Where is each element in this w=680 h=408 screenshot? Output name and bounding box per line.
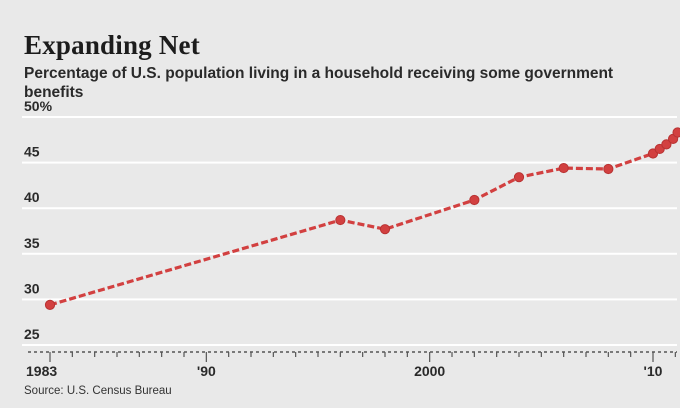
data-point-5 (558, 162, 569, 174)
chart-subtitle: Percentage of U.S. population living in … (24, 65, 614, 101)
data-point-3 (469, 194, 480, 206)
data-point-4 (513, 172, 525, 183)
y-tick-label-40: 40 (24, 189, 40, 205)
y-tick-label-35: 35 (24, 235, 40, 251)
x-tick-label-2000: 2000 (414, 363, 445, 379)
grid-layer (22, 116, 677, 353)
data-point-9 (661, 139, 672, 150)
y-tick-label-50: 50% (24, 98, 53, 114)
data-point-11 (672, 127, 680, 138)
y-axis: 25 30 35 40 45 50% (24, 98, 53, 342)
x-axis: 1983 '90 2000 '10 (26, 352, 676, 379)
x-tick-label-1983: 1983 (26, 363, 57, 379)
chart-title: Expanding Net (24, 30, 200, 60)
y-tick-label-25: 25 (24, 326, 40, 342)
series-layer (44, 127, 680, 310)
x-tick-label-2010: '10 (644, 363, 663, 379)
source-note: Source: U.S. Census Bureau (24, 385, 172, 397)
data-point-0 (44, 299, 56, 310)
y-tick-label-45: 45 (24, 144, 40, 160)
data-point-2 (379, 224, 391, 235)
y-tick-label-30: 30 (24, 280, 40, 296)
x-tick-label-1990: '90 (197, 363, 216, 379)
series-line (49, 131, 679, 307)
data-point-1 (335, 214, 346, 226)
data-point-6 (603, 163, 614, 175)
